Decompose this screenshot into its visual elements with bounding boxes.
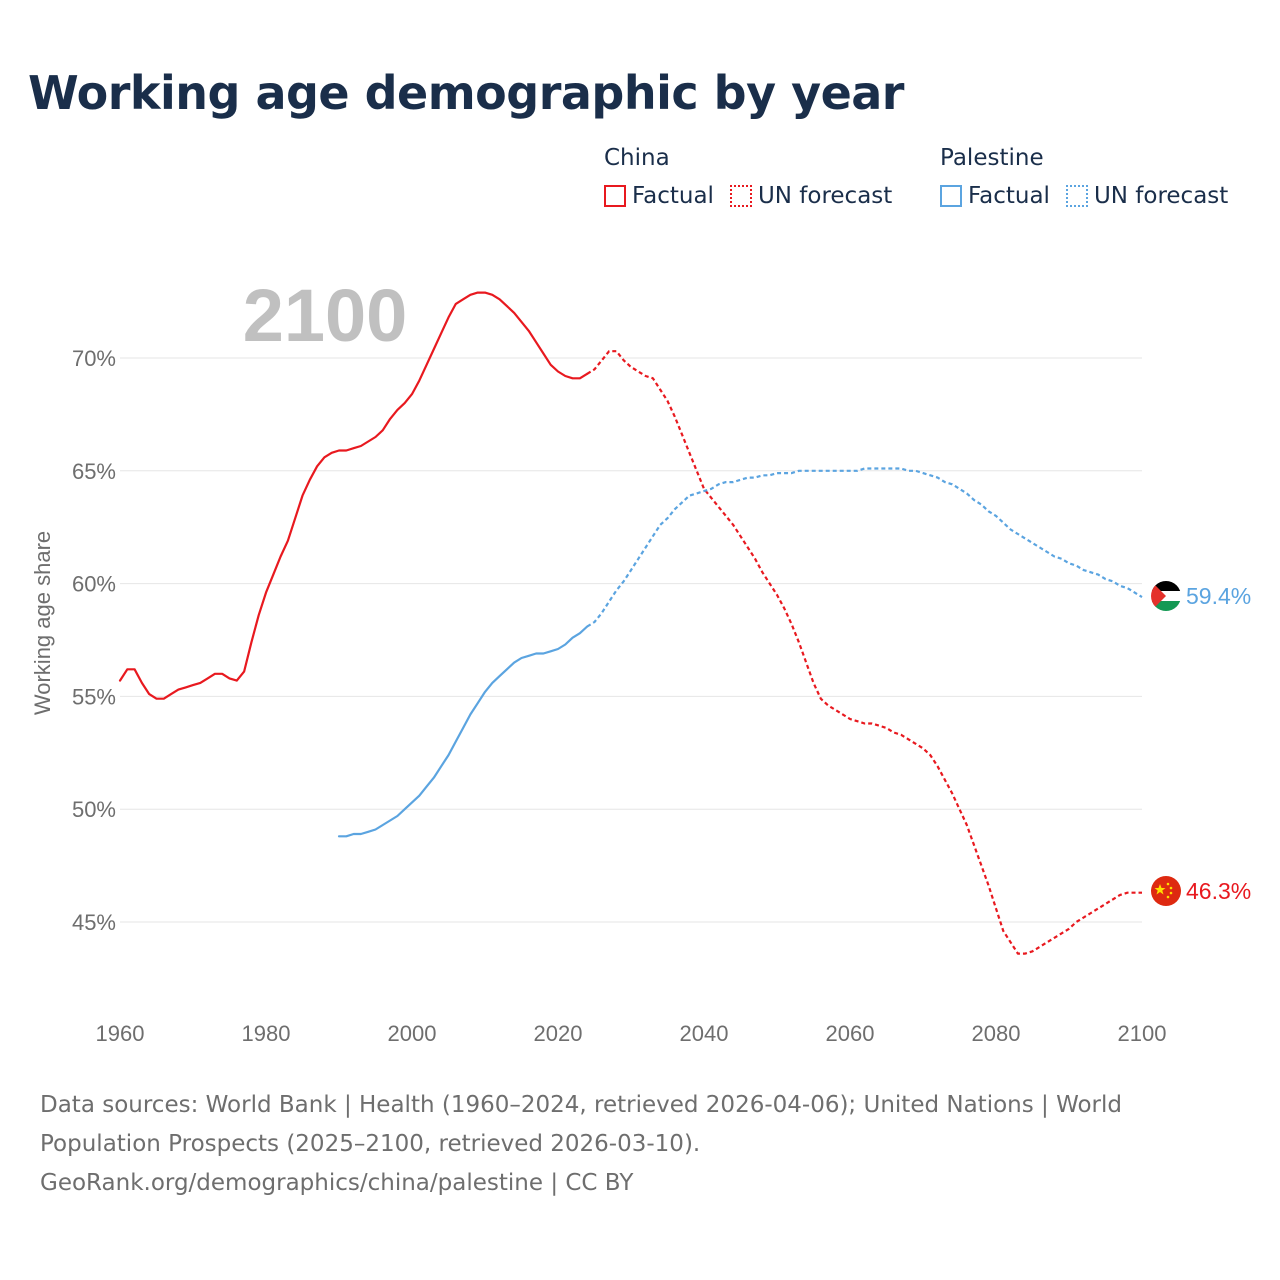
gridlines (120, 357, 1142, 923)
line-chart: 45% 50% 55% 60% 65% 70% 1960 1980 2000 2020 2040 2… (30, 274, 1251, 1046)
palestine-factual-line (337, 625, 589, 838)
china-forecast-line (586, 350, 1142, 955)
china-end-value-label: 46.3% (1186, 878, 1251, 904)
x-tick-label: 2080 (972, 1021, 1021, 1046)
chart-title: Working age demographic by year (28, 66, 905, 120)
legend-item-china-factual[interactable]: Factual (604, 183, 714, 209)
legend-country-name: China (604, 145, 670, 171)
data-sources-footer: Data sources: World Bank | Health (1960–… (40, 1086, 1220, 1203)
x-tick-label: 1960 (96, 1021, 145, 1046)
y-axis-ticks: 45% 50% 55% 60% 65% 70% (72, 346, 116, 935)
y-axis-label: Working age share (30, 531, 55, 715)
china-flag-icon (1151, 876, 1181, 906)
legend-swatch-solid (604, 185, 626, 207)
x-tick-label: 2000 (388, 1021, 437, 1046)
legend-group-china: China Factual UN forecast (604, 145, 908, 209)
sources-line: Population Prospects (2025–2100, retriev… (40, 1131, 701, 1157)
y-tick-label: 50% (72, 797, 116, 822)
palestine-end-value-label: 59.4% (1186, 583, 1251, 609)
legend-label: Factual (632, 183, 714, 209)
sources-line: Data sources: World Bank | Health (1960–… (40, 1092, 1122, 1118)
palestine-flag-icon (1151, 581, 1181, 611)
legend-group-palestine: Palestine Factual UN forecast (940, 145, 1244, 209)
x-axis-ticks: 1960 1980 2000 2020 2040 2060 2080 2100 (96, 1021, 1167, 1046)
legend-swatch-solid (940, 185, 962, 207)
y-tick-label: 55% (72, 684, 116, 709)
series-lines (118, 291, 1143, 955)
legend-swatch-dotted (1065, 185, 1088, 207)
china-factual-line (118, 291, 589, 700)
legend-country-name: Palestine (940, 145, 1044, 171)
legend-item-palestine-factual[interactable]: Factual (940, 183, 1050, 209)
x-tick-label: 2020 (534, 1021, 583, 1046)
legend-item-china-forecast[interactable]: UN forecast (729, 183, 893, 209)
legend-label: Factual (968, 183, 1050, 209)
palestine-forecast-line (586, 467, 1143, 628)
y-tick-label: 65% (72, 459, 116, 484)
x-tick-label: 2100 (1118, 1021, 1167, 1046)
year-watermark: 2100 (243, 274, 408, 357)
y-tick-label: 60% (72, 572, 116, 597)
x-tick-label: 2060 (826, 1021, 875, 1046)
legend-swatch-dotted (729, 185, 752, 207)
y-tick-label: 70% (72, 346, 116, 371)
legend-label: UN forecast (757, 183, 893, 209)
x-tick-label: 2040 (680, 1021, 729, 1046)
legend-label: UN forecast (1093, 183, 1229, 209)
legend-item-palestine-forecast[interactable]: UN forecast (1065, 183, 1229, 209)
sources-link[interactable]: GeoRank.org/demographics/china/palestine… (40, 1170, 634, 1196)
x-tick-label: 1980 (242, 1021, 291, 1046)
y-tick-label: 45% (72, 910, 116, 935)
